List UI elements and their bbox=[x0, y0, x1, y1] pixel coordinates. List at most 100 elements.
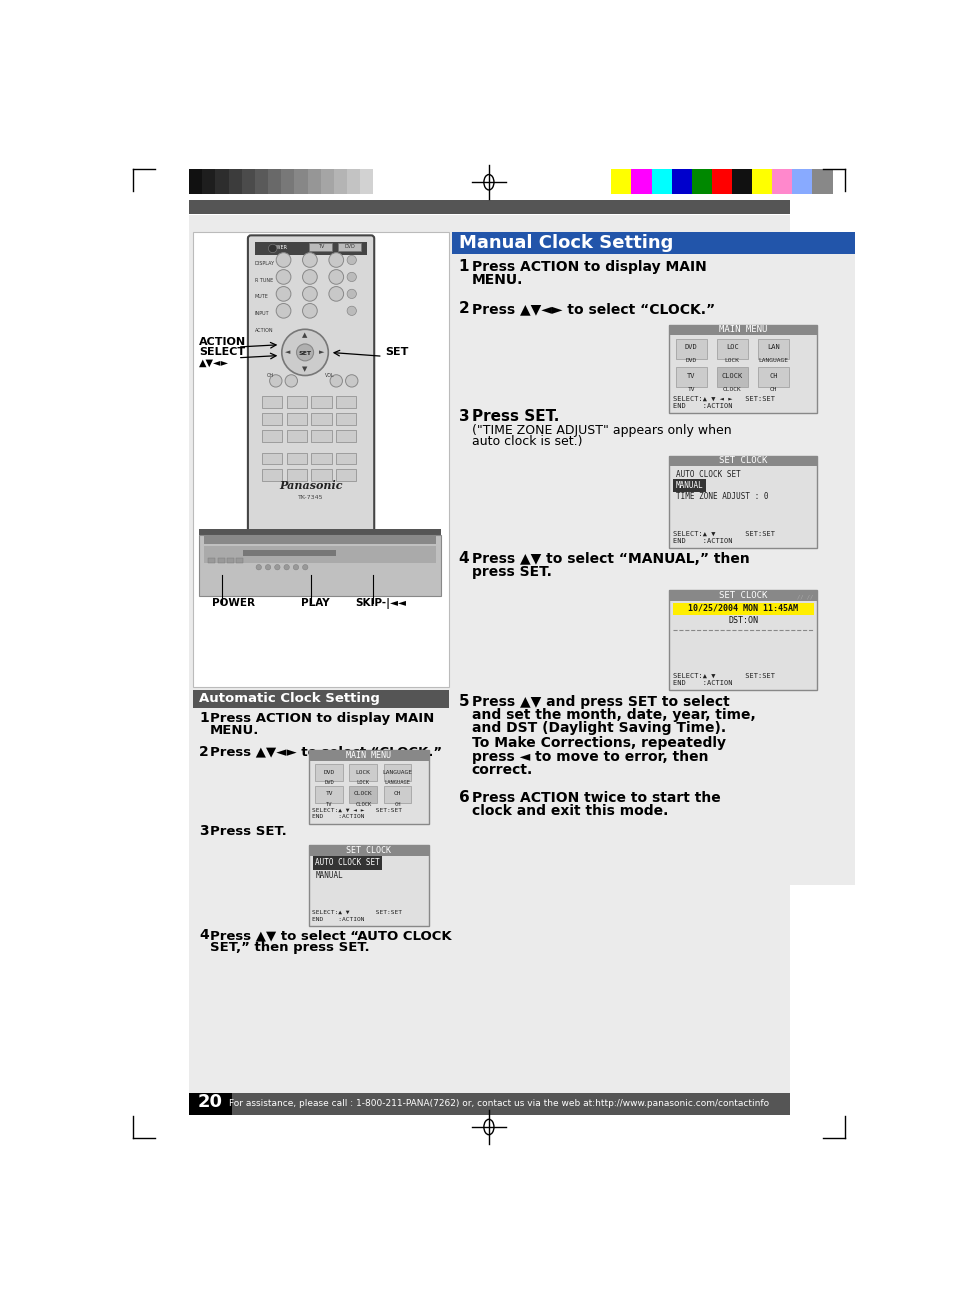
Text: DVD: DVD bbox=[684, 344, 697, 351]
Text: LANGUAGE: LANGUAGE bbox=[384, 780, 410, 785]
Bar bbox=[309, 845, 429, 855]
Text: SET: SET bbox=[385, 347, 408, 357]
Bar bbox=[757, 339, 788, 358]
Bar bbox=[757, 367, 788, 387]
Text: TK-7345: TK-7345 bbox=[297, 494, 323, 499]
Bar bbox=[337, 243, 360, 251]
Text: 4: 4 bbox=[458, 551, 469, 567]
Text: 1: 1 bbox=[458, 259, 469, 274]
Bar bbox=[716, 339, 747, 358]
Circle shape bbox=[302, 252, 317, 268]
Text: TIME ZONE ADJUST : 0: TIME ZONE ADJUST : 0 bbox=[675, 493, 767, 502]
Text: MENU.: MENU. bbox=[472, 273, 522, 287]
Circle shape bbox=[302, 564, 308, 569]
Text: ▲▼◄►: ▲▼◄► bbox=[199, 357, 229, 367]
Text: 2: 2 bbox=[199, 745, 209, 758]
Text: CH: CH bbox=[394, 791, 401, 796]
Bar bbox=[309, 751, 429, 761]
Text: ▼: ▼ bbox=[302, 366, 308, 373]
Bar bbox=[669, 590, 816, 602]
Bar bbox=[189, 170, 203, 194]
Bar bbox=[315, 765, 343, 782]
Bar bbox=[236, 558, 243, 563]
Text: press ◄ to move to error, then: press ◄ to move to error, then bbox=[472, 749, 708, 763]
Bar bbox=[452, 233, 855, 254]
Text: AUTO CLOCK SET: AUTO CLOCK SET bbox=[315, 858, 379, 867]
Text: Press ACTION to display MAIN: Press ACTION to display MAIN bbox=[210, 712, 434, 725]
Text: SELECT: SELECT bbox=[199, 348, 245, 357]
Bar bbox=[452, 254, 855, 885]
Text: MUTE: MUTE bbox=[254, 295, 269, 299]
Text: SET CLOCK: SET CLOCK bbox=[719, 591, 766, 600]
Bar bbox=[349, 785, 377, 802]
Bar bbox=[199, 529, 440, 534]
Bar bbox=[631, 170, 652, 194]
Bar bbox=[189, 1093, 232, 1114]
Bar bbox=[315, 785, 343, 802]
Circle shape bbox=[296, 344, 314, 361]
Text: Press ▲▼ and press SET to select: Press ▲▼ and press SET to select bbox=[472, 695, 729, 709]
Bar bbox=[349, 765, 377, 782]
Circle shape bbox=[329, 269, 343, 285]
Circle shape bbox=[347, 290, 356, 299]
Text: Automatic Clock Setting: Automatic Clock Setting bbox=[199, 692, 379, 705]
Bar bbox=[669, 590, 816, 691]
Circle shape bbox=[276, 269, 291, 285]
Text: 3: 3 bbox=[458, 409, 469, 424]
Text: Manual Clock Setting: Manual Clock Setting bbox=[458, 234, 673, 251]
Bar bbox=[309, 751, 429, 824]
Text: END    :ACTION: END :ACTION bbox=[673, 402, 732, 409]
Circle shape bbox=[293, 564, 298, 569]
Bar bbox=[675, 367, 706, 387]
Text: clock and exit this mode.: clock and exit this mode. bbox=[472, 804, 667, 818]
Bar bbox=[199, 534, 440, 597]
Text: MAIN MENU: MAIN MENU bbox=[719, 325, 766, 334]
Text: ("TIME ZONE ADJUST" appears only when: ("TIME ZONE ADJUST" appears only when bbox=[472, 424, 731, 437]
Text: TV: TV bbox=[686, 373, 695, 379]
Text: ▲: ▲ bbox=[302, 333, 308, 339]
Text: 6: 6 bbox=[458, 791, 469, 805]
Bar bbox=[254, 170, 269, 194]
Bar bbox=[335, 470, 356, 481]
Text: For assistance, please call : 1-800-211-PANA(7262) or, contact us via the web at: For assistance, please call : 1-800-211-… bbox=[229, 1099, 768, 1108]
Circle shape bbox=[281, 329, 328, 375]
Bar bbox=[691, 170, 712, 194]
Bar bbox=[335, 453, 356, 465]
Text: ACTION: ACTION bbox=[199, 336, 246, 347]
Circle shape bbox=[276, 252, 291, 268]
Bar bbox=[320, 170, 335, 194]
Bar bbox=[204, 546, 436, 563]
Bar bbox=[309, 845, 429, 927]
Bar bbox=[229, 170, 242, 194]
Text: DVD: DVD bbox=[685, 358, 696, 364]
Circle shape bbox=[268, 245, 276, 252]
Text: CLOCK: CLOCK bbox=[720, 373, 742, 379]
Text: 2: 2 bbox=[458, 302, 469, 316]
Circle shape bbox=[255, 564, 261, 569]
Text: SET CLOCK: SET CLOCK bbox=[719, 457, 766, 466]
Text: Press ACTION to display MAIN: Press ACTION to display MAIN bbox=[472, 260, 706, 274]
Text: correct.: correct. bbox=[472, 762, 533, 776]
Bar bbox=[669, 325, 816, 413]
Text: END    :ACTION: END :ACTION bbox=[673, 681, 732, 686]
Text: Panasonic: Panasonic bbox=[278, 480, 342, 490]
Bar bbox=[241, 170, 255, 194]
Text: POWER: POWER bbox=[212, 598, 255, 608]
Bar bbox=[202, 170, 216, 194]
Bar bbox=[669, 455, 816, 547]
Bar bbox=[791, 170, 812, 194]
Text: Press ▲▼ to select “AUTO CLOCK: Press ▲▼ to select “AUTO CLOCK bbox=[210, 929, 451, 942]
Bar bbox=[651, 170, 672, 194]
Text: SELECT:▲ ▼ ◄ ►   SET:SET: SELECT:▲ ▼ ◄ ► SET:SET bbox=[312, 807, 402, 813]
Bar bbox=[286, 453, 307, 465]
Bar bbox=[243, 550, 335, 556]
Bar bbox=[215, 170, 229, 194]
Text: END    :ACTION: END :ACTION bbox=[312, 916, 364, 921]
Text: PLAY: PLAY bbox=[301, 598, 330, 608]
Bar bbox=[335, 396, 356, 408]
Bar bbox=[281, 170, 294, 194]
Bar bbox=[383, 785, 411, 802]
Circle shape bbox=[302, 269, 317, 285]
Text: INPUT: INPUT bbox=[254, 312, 269, 317]
Text: CH: CH bbox=[768, 373, 777, 379]
